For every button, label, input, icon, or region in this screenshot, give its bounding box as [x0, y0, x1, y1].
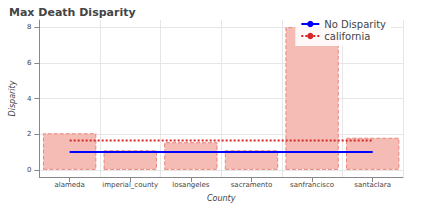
svg-text:sanfrancisco: sanfrancisco	[290, 181, 334, 189]
svg-text:No Disparity: No Disparity	[324, 19, 386, 30]
svg-text:sacramento: sacramento	[231, 181, 273, 189]
svg-text:Disparity: Disparity	[8, 80, 17, 116]
svg-text:santaclara: santaclara	[354, 181, 391, 189]
svg-text:losangeles: losangeles	[172, 181, 210, 189]
svg-text:alameda: alameda	[54, 181, 84, 189]
svg-text:Max Death Disparity: Max Death Disparity	[9, 6, 136, 19]
svg-text:6: 6	[27, 59, 32, 67]
svg-text:8: 8	[27, 23, 31, 31]
svg-text:0: 0	[27, 166, 31, 174]
svg-text:imperial_county: imperial_county	[102, 181, 158, 189]
svg-text:4: 4	[27, 95, 32, 103]
svg-text:County: County	[207, 194, 236, 203]
svg-text:2: 2	[27, 130, 31, 138]
svg-text:california: california	[324, 31, 370, 42]
